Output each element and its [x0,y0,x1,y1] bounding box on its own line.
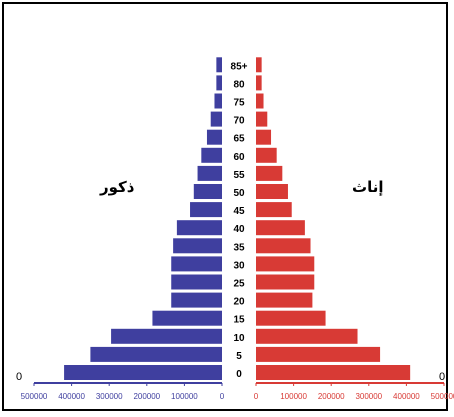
male-x-tick-label: 400000 [58,392,85,401]
age-tick-label: 0 [236,369,242,380]
chart-frame [2,2,448,411]
male-bar [176,220,222,236]
male-bar [216,57,222,73]
age-tick-label: 55 [233,170,245,181]
age-tick-label: 75 [233,98,245,109]
male-x-tick-label: 500000 [21,392,48,401]
age-tick-label: 70 [233,116,245,127]
male-bar [90,346,223,362]
male-bar [152,310,222,326]
female-bar [256,184,288,199]
age-tick-label: 30 [233,260,245,271]
age-tick-label: 65 [233,134,245,145]
female-bar [256,165,283,181]
female-x-tick-label: 100000 [280,392,307,401]
male-bar [64,365,222,380]
male-bar [210,111,222,127]
female-bar [256,310,326,326]
male-bar [197,165,222,181]
male-bar [171,256,222,272]
male-x-tick-label: 200000 [133,392,160,401]
age-tick-label: 80 [233,79,245,90]
female-bar [256,111,268,127]
male-x-tick-label: 100000 [171,392,198,401]
female-x-tick-label: 500000 [431,392,454,401]
female-bar [256,75,262,91]
female-bar [256,238,311,254]
age-tick-label: 85+ [231,61,248,72]
male-bar [171,292,222,308]
female-x-tick-label: 0 [254,392,259,401]
age-tick-label: 20 [233,297,245,308]
female-x-tick-label: 400000 [393,392,420,401]
age-tick-label: 5 [236,351,242,362]
age-tick-label: 60 [233,152,245,163]
male-bar [173,238,222,254]
age-tick-label: 35 [233,242,245,253]
age-tick-label: 15 [233,315,245,326]
female-bar [256,292,313,308]
female-bar [256,129,272,145]
female-bar [256,328,358,344]
left-edge-zero-label: 0 [16,371,22,383]
male-bar [190,202,222,218]
female-x-tick-label: 200000 [318,392,345,401]
female-bar [256,365,411,380]
age-tick-label: 50 [233,188,245,199]
age-tick-label: 45 [233,206,245,217]
male-x-tick-label: 0 [220,392,225,401]
male-series-label: ذكور [100,178,135,196]
female-x-tick-label: 300000 [355,392,382,401]
male-bar [206,129,222,145]
female-bar [256,220,305,236]
right-edge-zero-label: 0 [439,371,445,383]
male-bar [201,147,222,163]
age-tick-label: 25 [233,279,245,290]
female-bar [256,93,264,109]
female-bar [256,256,315,272]
male-bar [214,93,222,109]
age-tick-label: 10 [233,333,245,344]
male-bar [111,328,222,344]
female-bar [256,346,381,362]
female-bar [256,202,292,218]
male-x-tick-label: 300000 [96,392,123,401]
female-series-label: إناث [352,178,384,196]
male-bar [216,75,222,91]
female-bar [256,57,262,73]
age-tick-label: 40 [233,224,245,235]
female-bar [256,274,315,290]
male-bar [171,274,222,290]
male-bar [193,184,222,199]
female-bar [256,147,277,163]
